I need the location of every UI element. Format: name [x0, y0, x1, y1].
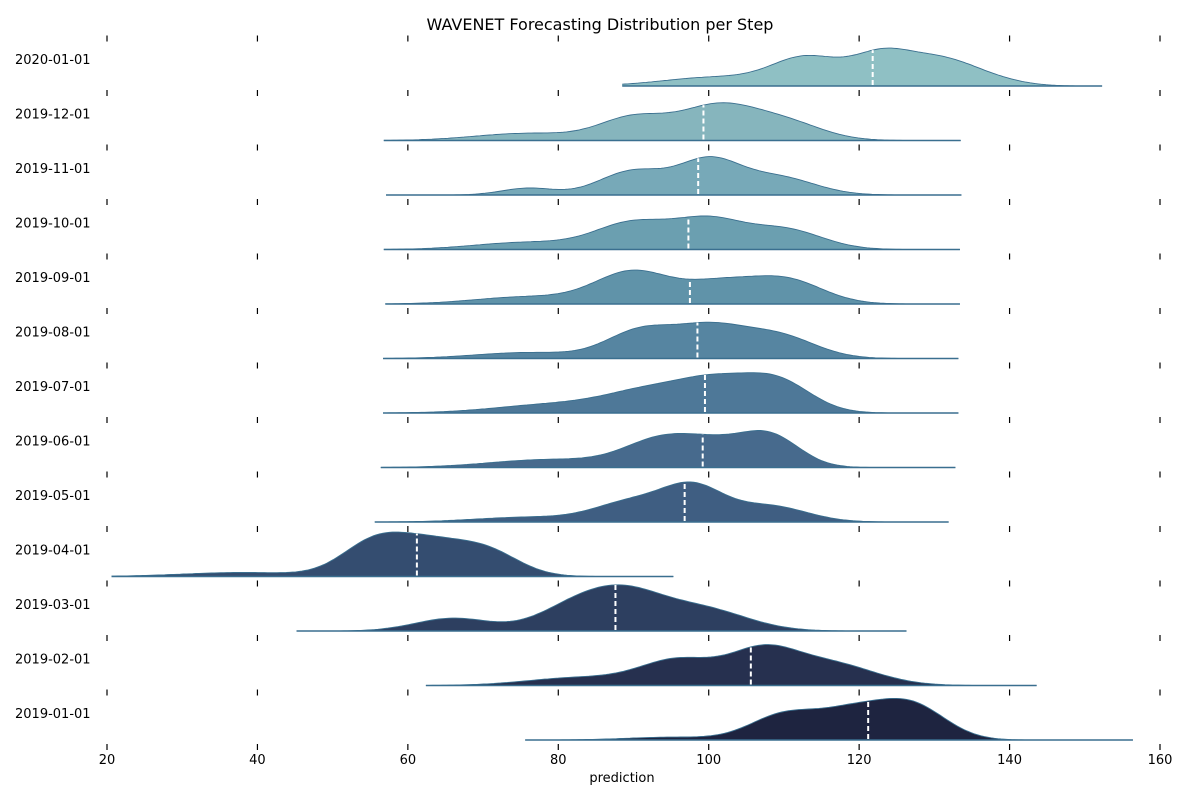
- x-tick-label: 80: [550, 753, 567, 768]
- ridge-area: [296, 584, 907, 631]
- ridge-outline: [385, 269, 960, 305]
- ridge-outline: [374, 481, 949, 523]
- row-label: 2019-04-01: [15, 544, 91, 559]
- row-label: 2019-06-01: [15, 435, 91, 450]
- ridge-row: 2019-07-01: [15, 362, 1161, 414]
- ridge-outline: [425, 644, 1037, 686]
- x-axis: 20 40 60 80 100 120 140 160: [99, 744, 1173, 768]
- ridge-row: 2019-08-01: [15, 308, 1161, 360]
- ridge-area: [386, 156, 962, 195]
- ridge-area: [383, 372, 959, 413]
- row-label: 2019-03-01: [15, 598, 91, 613]
- ridge-outline: [382, 321, 959, 359]
- row-label: 2019-10-01: [15, 217, 91, 232]
- ridge-outline: [386, 156, 962, 196]
- ridge-row: 2020-01-01: [15, 35, 1161, 87]
- ridge-row: 2019-11-01: [15, 144, 1161, 196]
- ridge-outline: [383, 215, 960, 250]
- x-tick-label: 160: [1148, 753, 1173, 768]
- row-label: 2019-02-01: [15, 653, 91, 668]
- ridge-row: 2019-09-01: [15, 253, 1161, 305]
- x-tick-label: 120: [847, 753, 872, 768]
- ridge-outline: [296, 584, 907, 632]
- ridge-row: 2019-10-01: [15, 199, 1161, 251]
- ridge-area: [622, 48, 1103, 86]
- ridge-area: [383, 216, 960, 250]
- ridge-area: [111, 532, 674, 577]
- ridge-row: 2019-05-01: [15, 471, 1161, 523]
- ridge-outline: [622, 47, 1103, 87]
- ridge-row: 2019-02-01: [15, 635, 1161, 687]
- ridge-area: [385, 270, 960, 304]
- x-tick-label: 60: [400, 753, 417, 768]
- row-label: 2019-08-01: [15, 326, 91, 341]
- row-label: 2020-01-01: [15, 53, 91, 68]
- x-tick-label: 40: [249, 753, 266, 768]
- ridge-row: 2019-06-01: [15, 417, 1161, 469]
- ridge-outline: [383, 372, 959, 414]
- chart-title: WAVENET Forecasting Distribution per Ste…: [427, 15, 774, 34]
- x-tick-label: 20: [99, 753, 116, 768]
- ridge-row: 2019-12-01: [15, 90, 1161, 142]
- row-label: 2019-07-01: [15, 380, 91, 395]
- row-label: 2019-05-01: [15, 489, 91, 504]
- ridge-area: [380, 430, 956, 468]
- row-label: 2019-12-01: [15, 108, 91, 123]
- ridge-area: [383, 322, 959, 359]
- x-axis-label: prediction: [589, 771, 654, 786]
- ridge-area: [425, 644, 1037, 686]
- row-label: 2019-11-01: [15, 162, 91, 177]
- ridge-rows: 2020-01-01 2019-12-01 2019-11-01 2019-10-01…: [15, 35, 1161, 741]
- ridge-outline: [383, 102, 961, 141]
- x-tick-label: 140: [997, 753, 1022, 768]
- row-label: 2019-01-01: [15, 707, 91, 722]
- x-tick-label: 100: [696, 753, 721, 768]
- ridge-row: 2019-04-01: [15, 526, 1161, 578]
- ridge-row: 2019-03-01: [15, 580, 1161, 632]
- ridge-area: [383, 102, 961, 141]
- ridge-area: [525, 698, 1133, 740]
- ridge-row: 2019-01-01: [15, 689, 1161, 741]
- row-label: 2019-09-01: [15, 271, 91, 286]
